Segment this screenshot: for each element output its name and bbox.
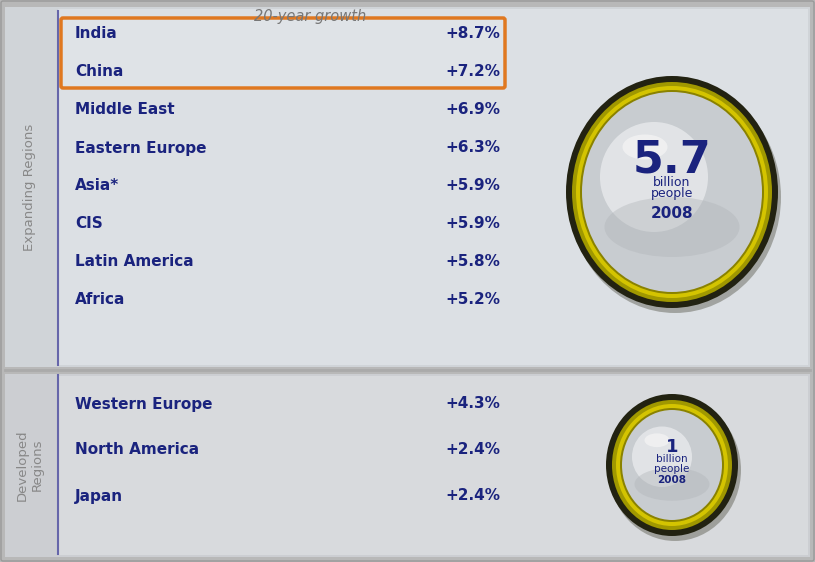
Text: China: China [75,65,123,79]
Text: Latin America: Latin America [75,255,194,270]
Text: +4.3%: +4.3% [445,397,500,411]
Ellipse shape [569,81,781,313]
Text: Middle East: Middle East [75,102,174,117]
Text: Eastern Europe: Eastern Europe [75,140,206,156]
Ellipse shape [620,408,724,522]
Text: Western Europe: Western Europe [75,397,213,411]
Ellipse shape [616,404,728,526]
Ellipse shape [635,468,710,501]
Ellipse shape [606,394,738,536]
Text: Developed
Regions: Developed Regions [16,429,44,501]
Ellipse shape [632,427,692,487]
Text: 1: 1 [666,438,678,456]
Text: +5.9%: +5.9% [445,179,500,193]
Text: +8.7%: +8.7% [445,26,500,42]
Text: 20-year growth: 20-year growth [254,8,366,24]
Ellipse shape [566,76,778,308]
Text: Asia*: Asia* [75,179,119,193]
Text: +6.3%: +6.3% [445,140,500,156]
Text: billion: billion [656,454,688,464]
Text: 5.7: 5.7 [632,138,711,182]
Ellipse shape [580,90,764,294]
Text: +5.8%: +5.8% [445,255,500,270]
Ellipse shape [623,134,667,160]
Ellipse shape [582,92,762,292]
Text: Japan: Japan [75,488,123,504]
Text: +6.9%: +6.9% [445,102,500,117]
Text: +5.9%: +5.9% [445,216,500,232]
Text: CIS: CIS [75,216,103,232]
Text: Africa: Africa [75,292,126,307]
Text: North America: North America [75,442,199,457]
Ellipse shape [600,122,708,232]
Text: people: people [651,188,694,201]
FancyBboxPatch shape [58,9,808,365]
Ellipse shape [605,197,739,257]
Ellipse shape [645,433,669,447]
Ellipse shape [572,82,772,302]
FancyBboxPatch shape [5,374,810,557]
Text: India: India [75,26,117,42]
Ellipse shape [576,86,768,298]
Text: 2008: 2008 [650,206,694,221]
FancyBboxPatch shape [5,7,810,367]
Ellipse shape [612,400,732,530]
Text: people: people [654,464,689,474]
Text: Expanding Regions: Expanding Regions [24,124,37,251]
Text: 2008: 2008 [658,475,686,485]
Text: +2.4%: +2.4% [445,488,500,504]
Text: billion: billion [654,175,690,188]
Text: +5.2%: +5.2% [445,292,500,307]
Text: +7.2%: +7.2% [445,65,500,79]
FancyBboxPatch shape [61,18,505,88]
Ellipse shape [609,399,741,541]
Ellipse shape [622,410,722,520]
Text: +2.4%: +2.4% [445,442,500,457]
FancyBboxPatch shape [58,376,808,555]
